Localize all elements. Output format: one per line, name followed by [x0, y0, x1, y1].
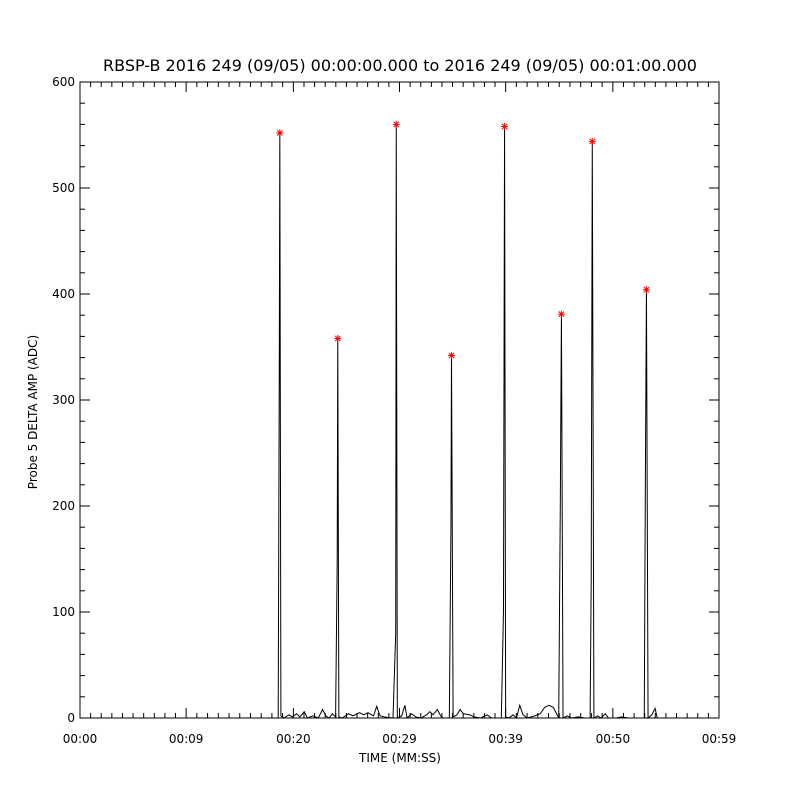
y-tick-label: 600	[52, 75, 75, 89]
x-axis-label: TIME (MM:SS)	[358, 751, 441, 765]
plot-frame	[79, 81, 720, 719]
x-tick-label: 00:20	[276, 732, 311, 746]
x-tick-label: 00:39	[488, 732, 523, 746]
y-tick-label: 200	[52, 499, 75, 513]
y-tick-label: 0	[67, 711, 75, 725]
y-axis-label: Probe 5 DELTA AMP (ADC)	[26, 335, 40, 489]
peak-marker	[392, 120, 400, 128]
x-tick-label: 00:29	[382, 732, 417, 746]
x-tick-label: 00:09	[169, 732, 204, 746]
series-layer	[80, 124, 719, 720]
y-tick-label: 100	[52, 605, 75, 619]
y-tick-label: 300	[52, 393, 75, 407]
peak-marker	[501, 123, 509, 131]
x-tick-label: 00:59	[702, 732, 737, 746]
x-axis-ticks: 00:00 00:09 00:20 00:29 00:39 00:50 00:59	[63, 82, 737, 746]
peak-markers	[276, 120, 650, 359]
peak-marker	[334, 335, 342, 343]
series-line	[80, 124, 719, 720]
peak-marker	[642, 286, 650, 294]
x-tick-label: 00:00	[63, 732, 98, 746]
peak-marker	[588, 137, 596, 145]
y-axis-ticks: 0 100 200 300 400 500 600	[52, 75, 719, 725]
peak-marker	[447, 351, 455, 359]
chart-title: RBSP-B 2016 249 (09/05) 00:00:00.000 to …	[103, 56, 697, 75]
y-tick-label: 400	[52, 287, 75, 301]
peak-marker	[276, 129, 284, 137]
peak-marker	[557, 310, 565, 318]
y-tick-label: 500	[52, 181, 75, 195]
x-tick-label: 00:50	[596, 732, 631, 746]
